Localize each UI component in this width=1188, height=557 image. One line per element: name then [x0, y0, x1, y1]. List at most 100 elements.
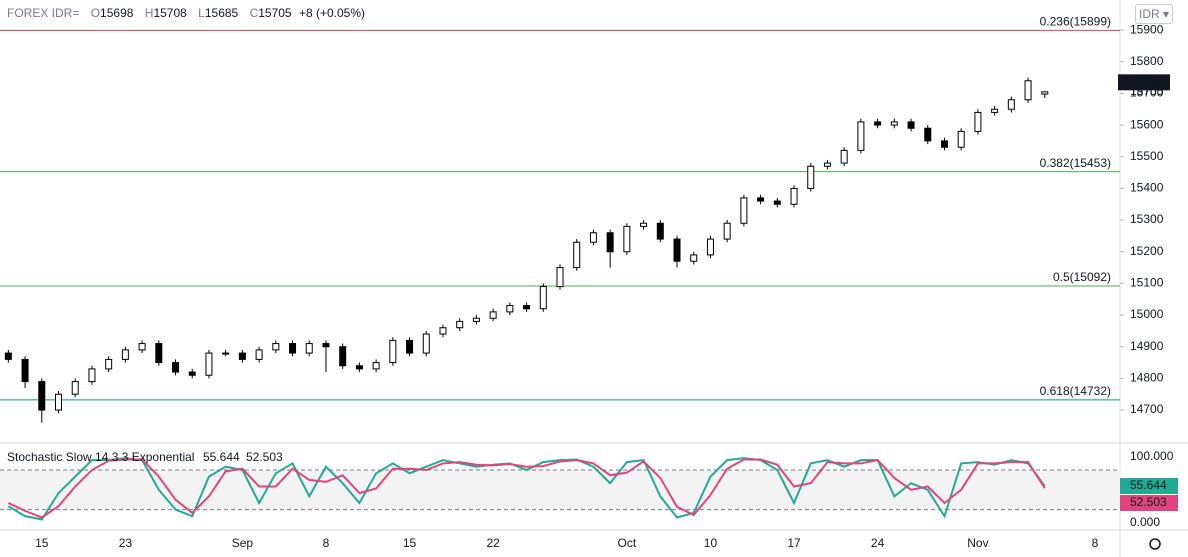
candle-body — [472, 317, 480, 322]
candle-body — [55, 393, 63, 411]
x-tick-label: 17 — [787, 536, 801, 550]
x-tick-label: 22 — [486, 536, 500, 550]
candle-body — [1024, 80, 1032, 101]
candle-body — [790, 187, 798, 205]
settings-icon[interactable] — [1149, 538, 1161, 550]
y-tick-label: 15900 — [1130, 22, 1164, 36]
candle-body — [606, 232, 614, 253]
candle-body — [272, 343, 280, 351]
high: 15708 — [153, 6, 187, 20]
y-tick-label: 14900 — [1130, 339, 1164, 353]
candle-body — [289, 343, 297, 354]
candle-body — [489, 311, 497, 319]
candle-body — [957, 130, 965, 148]
x-tick-label: 23 — [119, 536, 133, 550]
price-tag-bg — [1118, 74, 1170, 91]
candle-body — [188, 371, 196, 376]
stoch-tag-bg — [1120, 478, 1178, 494]
candle-body — [406, 339, 414, 354]
candle-body — [907, 121, 915, 129]
candle-body — [155, 343, 163, 364]
candle-body — [974, 111, 982, 132]
candle-body — [673, 238, 681, 262]
stoch-tick-label: 100.000 — [1130, 449, 1174, 463]
l-label: L — [198, 6, 205, 20]
y-tick-label: 15500 — [1130, 149, 1164, 163]
x-tick-label: Oct — [618, 536, 637, 550]
candle-body — [339, 346, 347, 367]
candle-body — [556, 267, 564, 288]
last-close-label: 15705 — [1130, 84, 1164, 98]
change: +8 (+0.05%) — [298, 6, 365, 20]
x-tick-label: Sep — [232, 536, 254, 550]
y-tick-label: 14800 — [1130, 371, 1164, 385]
x-tick-label: 8 — [323, 536, 330, 550]
y-tick-label: 15600 — [1130, 117, 1164, 131]
candle-body — [991, 108, 999, 113]
candle-body — [1041, 91, 1049, 95]
candle-body — [305, 343, 313, 354]
price-tag: 15735 — [1130, 75, 1164, 89]
candle-body — [807, 165, 815, 189]
x-tick-label: 10 — [704, 536, 718, 550]
candle-body — [456, 320, 464, 329]
stoch-tag: 52.503 — [1130, 495, 1167, 509]
candle-body — [21, 358, 29, 383]
x-tick-label: Nov — [967, 536, 988, 550]
close: 15705 — [258, 6, 292, 20]
symbol: FOREX IDR= — [7, 6, 80, 20]
candle-body — [439, 327, 447, 335]
low: 15685 — [204, 6, 239, 20]
y-tick-label: 15100 — [1130, 276, 1164, 290]
y-tick-label: 15200 — [1130, 244, 1164, 258]
candle-body — [71, 381, 79, 395]
candle-body — [640, 222, 648, 227]
stoch-line — [7, 458, 1046, 519]
y-tick-label: 15400 — [1130, 181, 1164, 195]
fib-label: 0.618(14732) — [1040, 384, 1111, 398]
candle-body — [940, 140, 948, 148]
candle-body — [924, 127, 932, 142]
currency-button[interactable]: IDR ▾ — [1135, 4, 1173, 24]
candle-body — [105, 358, 113, 370]
open: 15698 — [100, 6, 134, 20]
candle-body — [205, 352, 213, 376]
candle-body — [589, 232, 597, 243]
candle-body — [690, 254, 698, 262]
x-tick-label: 15 — [35, 536, 49, 550]
candle-body — [539, 286, 547, 310]
c-label: C — [249, 6, 259, 20]
candle-body — [890, 121, 898, 126]
header: FOREX IDR= O15698 H15708 L15685 C15705 +… — [7, 6, 365, 20]
candle-body — [706, 238, 714, 256]
candle-body — [1007, 99, 1015, 110]
stoch-value: 52.503 — [246, 450, 283, 464]
candle-body — [372, 362, 380, 370]
candle-body — [857, 121, 865, 151]
candle-body — [389, 339, 397, 364]
candle-body — [238, 352, 246, 360]
candle-body — [740, 197, 748, 224]
stoch-tick-label: 0.000 — [1130, 515, 1160, 529]
stoch-band — [0, 470, 1120, 510]
y-tick-label: 15300 — [1130, 212, 1164, 226]
candle-body — [138, 343, 146, 351]
candle-body — [255, 349, 263, 360]
o-label: O — [90, 6, 101, 20]
candle-body — [874, 121, 882, 126]
candle-body — [121, 349, 129, 360]
candle-body — [322, 343, 330, 348]
y-tick-label: 15000 — [1130, 307, 1164, 321]
stoch-value: 55.644 — [203, 450, 240, 464]
y-tick-label: 15800 — [1130, 54, 1164, 68]
candle-body — [573, 241, 581, 269]
candle-body — [172, 362, 180, 373]
candle-body — [656, 222, 664, 240]
stoch-tag: 55.644 — [1130, 478, 1167, 492]
h-label: H — [144, 6, 154, 20]
candle-body — [840, 149, 848, 164]
candle-body — [523, 305, 531, 310]
candle-body — [623, 225, 631, 253]
candle-body — [773, 200, 781, 205]
